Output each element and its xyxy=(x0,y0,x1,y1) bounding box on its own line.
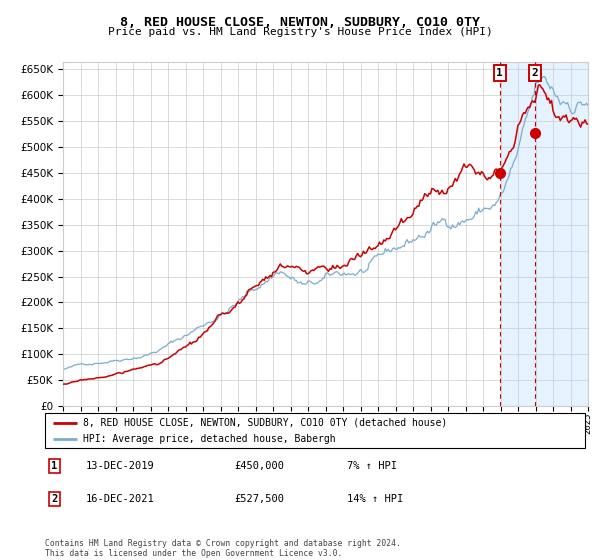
Text: Contains HM Land Registry data © Crown copyright and database right 2024.
This d: Contains HM Land Registry data © Crown c… xyxy=(45,539,401,558)
Text: 2: 2 xyxy=(52,494,58,504)
Text: HPI: Average price, detached house, Babergh: HPI: Average price, detached house, Babe… xyxy=(83,434,335,444)
FancyBboxPatch shape xyxy=(45,413,585,448)
Text: 7% ↑ HPI: 7% ↑ HPI xyxy=(347,461,397,471)
Text: £527,500: £527,500 xyxy=(234,494,284,504)
Text: 8, RED HOUSE CLOSE, NEWTON, SUDBURY, CO10 0TY: 8, RED HOUSE CLOSE, NEWTON, SUDBURY, CO1… xyxy=(120,16,480,29)
Text: 16-DEC-2021: 16-DEC-2021 xyxy=(86,494,154,504)
Text: Price paid vs. HM Land Registry's House Price Index (HPI): Price paid vs. HM Land Registry's House … xyxy=(107,27,493,37)
Text: 14% ↑ HPI: 14% ↑ HPI xyxy=(347,494,404,504)
Text: 1: 1 xyxy=(496,68,503,78)
Text: 8, RED HOUSE CLOSE, NEWTON, SUDBURY, CO10 0TY (detached house): 8, RED HOUSE CLOSE, NEWTON, SUDBURY, CO1… xyxy=(83,418,447,428)
Text: 2: 2 xyxy=(532,68,538,78)
Text: 13-DEC-2019: 13-DEC-2019 xyxy=(86,461,154,471)
Text: £450,000: £450,000 xyxy=(234,461,284,471)
Text: 1: 1 xyxy=(52,461,58,471)
